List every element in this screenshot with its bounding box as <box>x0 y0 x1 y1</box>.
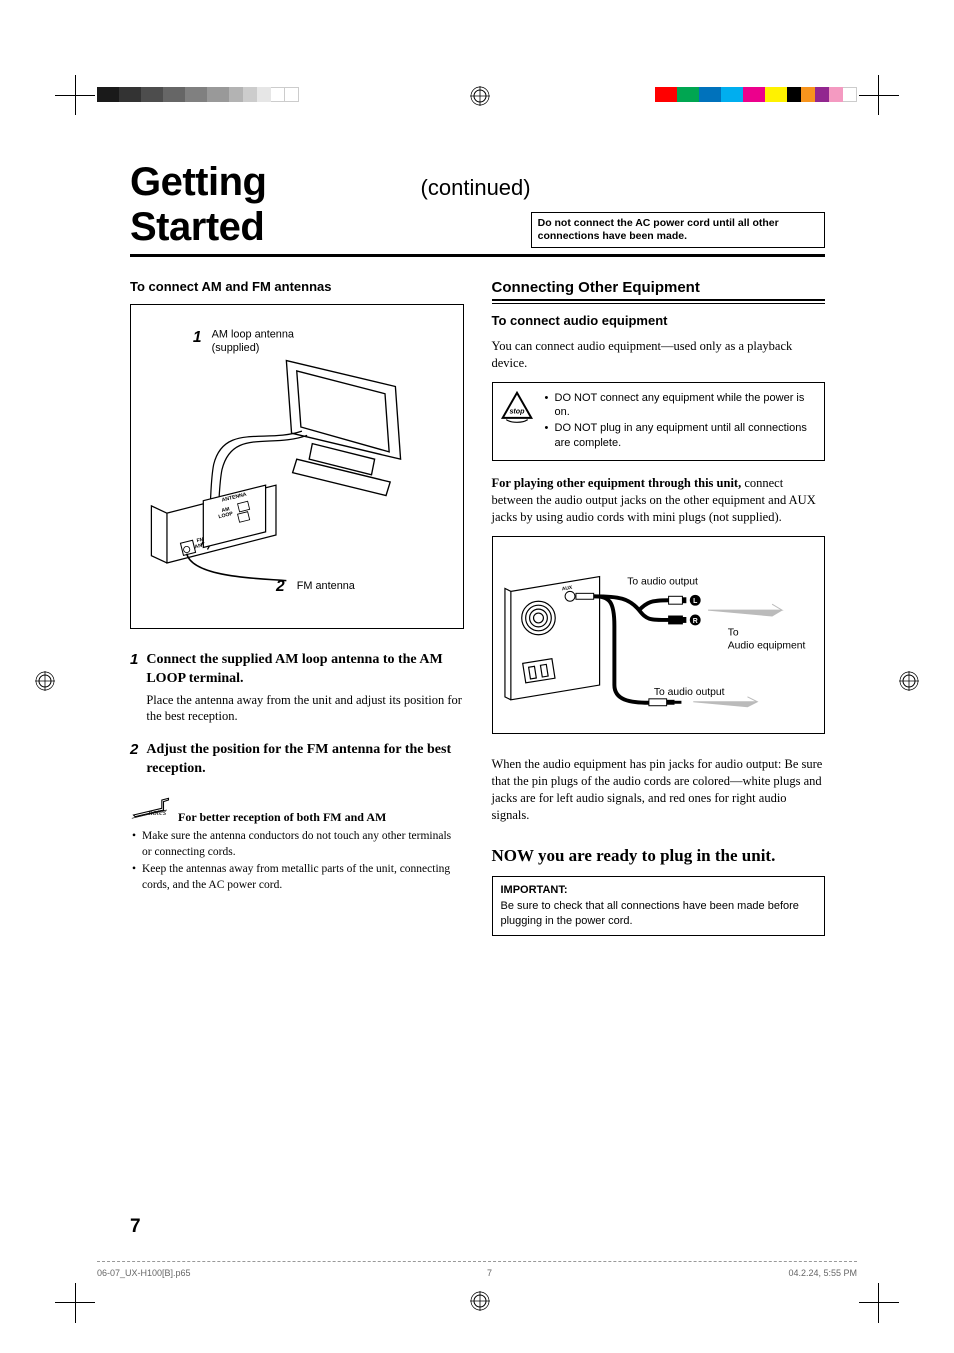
important-box: IMPORTANT: Be sure to check that all con… <box>492 876 826 937</box>
step-body: Place the antenna away from the unit and… <box>146 692 463 726</box>
step-2: 2 Adjust the position for the FM antenna… <box>130 741 464 779</box>
svg-text:L: L <box>693 598 697 605</box>
svg-text:AM loop antenna: AM loop antenna <box>212 329 295 341</box>
step-heading: Connect the supplied AM loop antenna to … <box>146 651 463 689</box>
notes-item: Keep the antennas away from metallic par… <box>130 862 464 893</box>
aux-figure: AUX To audio output <box>492 536 826 735</box>
step-heading: Adjust the position for the FM antenna f… <box>146 741 463 779</box>
color-bar-left <box>97 87 299 102</box>
antenna-heading: To connect AM and FM antennas <box>130 279 464 294</box>
svg-text:To: To <box>727 627 738 638</box>
svg-text:To audio output: To audio output <box>653 686 724 697</box>
step-number: 1 <box>130 651 138 726</box>
right-column: Connecting Other Equipment To connect au… <box>492 279 826 936</box>
page-title: Getting Started <box>130 160 411 250</box>
registration-mark-icon <box>470 86 490 106</box>
crop-mark <box>878 75 879 115</box>
sub-heading: To connect audio equipment <box>492 313 826 328</box>
svg-text:2: 2 <box>275 578 285 595</box>
svg-text:FM antenna: FM antenna <box>297 580 356 592</box>
svg-text:(supplied): (supplied) <box>212 342 260 354</box>
page-content: Getting Started (continued) Do not conne… <box>130 160 825 936</box>
svg-text:To audio output: To audio output <box>627 576 698 587</box>
crop-mark <box>859 95 899 96</box>
caution-list: DO NOT connect any equipment while the p… <box>545 391 815 452</box>
stop-icon: stop <box>499 391 535 425</box>
now-heading: NOW you are ready to plug in the unit. <box>492 846 826 866</box>
crop-mark <box>859 1302 899 1303</box>
notes-item: Make sure the antenna conductors do not … <box>130 829 464 860</box>
svg-text:1: 1 <box>193 329 202 346</box>
antenna-diagram-icon: 1 AM loop antenna (supplied) <box>141 319 453 610</box>
caution-item: DO NOT plug in any equipment until all c… <box>545 421 815 450</box>
svg-text:stop: stop <box>509 407 525 415</box>
color-bar-right <box>655 87 857 102</box>
page-subtitle: (continued) <box>421 175 531 201</box>
important-label: IMPORTANT: <box>501 883 817 898</box>
page-header: Getting Started (continued) Do not conne… <box>130 160 825 257</box>
crop-mark <box>75 75 76 115</box>
registration-mark-icon <box>35 671 55 691</box>
footer-timestamp: 04.2.24, 5:55 PM <box>788 1268 857 1278</box>
pin-jack-note: When the audio equipment has pin jacks f… <box>492 756 826 824</box>
footer-page: 7 <box>487 1268 492 1278</box>
step-1: 1 Connect the supplied AM loop antenna t… <box>130 651 464 726</box>
footer-filename: 06-07_UX-H100[B].p65 <box>97 1268 191 1278</box>
step-number: 2 <box>130 741 138 779</box>
notes-title: For better reception of both FM and AM <box>178 810 386 825</box>
caution-box: stop DO NOT connect any equipment while … <box>492 382 826 461</box>
registration-mark-icon <box>470 1291 490 1311</box>
aux-diagram-icon: AUX To audio output <box>501 547 817 720</box>
antenna-figure: 1 AM loop antenna (supplied) <box>130 304 464 629</box>
para-playing: For playing other equipment through this… <box>492 475 826 526</box>
svg-text:R: R <box>692 617 697 624</box>
print-footer: 06-07_UX-H100[B].p65 7 04.2.24, 5:55 PM <box>97 1261 857 1278</box>
registration-mark-icon <box>899 671 919 691</box>
page-number: 7 <box>130 1216 141 1238</box>
para-playing-bold: For playing other equipment through this… <box>492 476 742 490</box>
header-warning-box: Do not connect the AC power cord until a… <box>531 212 825 248</box>
notes-header: notes For better reception of both FM an… <box>130 795 464 825</box>
caution-item: DO NOT connect any equipment while the p… <box>545 391 815 420</box>
section-heading: Connecting Other Equipment <box>492 279 826 301</box>
crop-mark <box>878 1283 879 1323</box>
svg-text:Audio equipment: Audio equipment <box>727 640 805 651</box>
important-body: Be sure to check that all connections ha… <box>501 900 799 927</box>
left-column: To connect AM and FM antennas 1 AM loop … <box>130 279 464 936</box>
intro-text: You can connect audio equipment—used onl… <box>492 338 826 372</box>
notes-list: Make sure the antenna conductors do not … <box>130 829 464 893</box>
crop-mark <box>75 1283 76 1323</box>
notes-icon: notes <box>130 795 172 825</box>
